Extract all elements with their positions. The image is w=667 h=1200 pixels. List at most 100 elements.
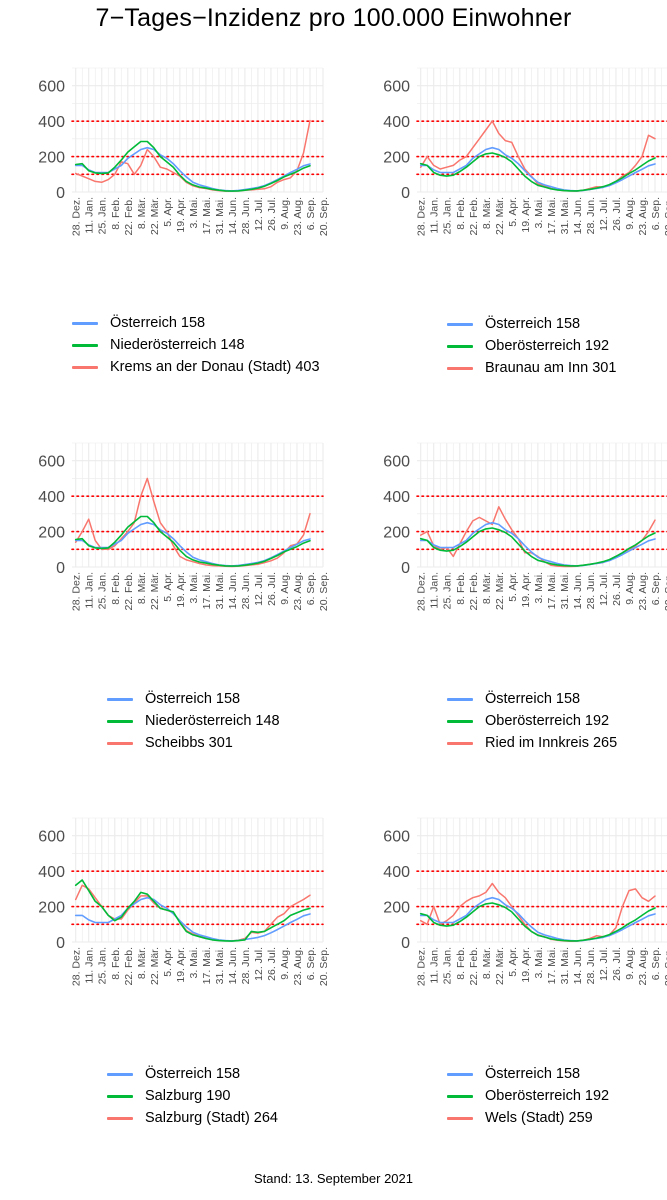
x-tick-label: 31. Mai. <box>559 947 571 984</box>
x-tick-label: 8. Feb. <box>110 572 122 605</box>
x-tick-label: 23. Aug. <box>637 197 649 236</box>
y-tick-label: 400 <box>38 489 65 506</box>
legend-swatch-state <box>447 720 473 723</box>
x-tick-label: 5. Apr. <box>507 947 519 977</box>
x-tick-label: 17. Mai. <box>201 947 213 984</box>
legend-swatch-state <box>447 345 473 348</box>
x-tick-label: 12. Jul. <box>253 197 265 231</box>
x-tick-label: 11. Jan. <box>429 947 441 984</box>
x-tick-label: 25. Jan. <box>442 572 454 609</box>
legend-label: Österreich 158 <box>485 316 581 332</box>
x-tick-label: 14. Jun. <box>572 197 584 234</box>
x-tick-label: 25. Jan. <box>97 197 109 234</box>
x-tick-label: 8. Mär. <box>136 947 148 979</box>
x-tick-label: 17. Mai. <box>546 947 558 984</box>
x-tick-label: 5. Apr. <box>162 947 174 977</box>
legend-label: Österreich 158 <box>145 1066 241 1082</box>
chart-svg: 0 200 400 600 28. Dez. 11. Jan. 25. Jan. 8. Feb… <box>38 817 330 986</box>
x-tick-label: 23. Aug. <box>637 947 649 986</box>
x-tick-label: 28. Dez. <box>71 947 83 986</box>
x-tick-label: 8. Mär. <box>481 947 493 979</box>
legend-swatch-austria <box>72 322 98 325</box>
x-tick-label: 28. Jun. <box>240 947 252 984</box>
x-tick-label: 5. Apr. <box>162 572 174 602</box>
x-tick-label: 3. Mai. <box>188 197 200 229</box>
y-tick-label: 200 <box>383 900 410 917</box>
x-tick-label: 22. Feb. <box>123 197 135 236</box>
x-tick-label: 26. Jul. <box>611 197 623 231</box>
series-line-state <box>419 152 656 192</box>
page-title: 7−Tages−Inzidenz pro 100.000 Einwohner <box>95 4 572 32</box>
x-tick-label: 12. Jul. <box>598 197 610 231</box>
x-tick-label: 28. Dez. <box>416 947 428 986</box>
x-tick-label: 3. Mai. <box>533 197 545 229</box>
legend-swatch-austria <box>447 323 473 326</box>
legend-swatch-state <box>72 344 98 347</box>
y-tick-label: 600 <box>38 829 65 846</box>
legend-label: Niederösterreich 148 <box>145 713 280 729</box>
series-line-austria <box>74 896 311 942</box>
x-tick-label: 8. Feb. <box>455 572 467 605</box>
x-tick-label: 28. Dez. <box>416 197 428 236</box>
x-tick-label: 11. Jan. <box>84 572 96 609</box>
y-tick-label: 0 <box>401 560 410 577</box>
y-tick-label: 200 <box>38 150 65 167</box>
x-tick-label: 22. Mär. <box>494 947 506 985</box>
chart-panel-2: 0 200 400 600 28. Dez. 11. Jan. 25. Jan. 8. Feb… <box>345 66 667 426</box>
x-tick-label: 17. Mai. <box>201 197 213 234</box>
x-tick-label: 22. Feb. <box>123 947 135 986</box>
chart-svg: 0 200 400 600 28. Dez. 11. Jan. 25. Jan. 8. Feb… <box>383 817 667 986</box>
x-tick-label: 22. Mär. <box>149 197 161 235</box>
x-tick-label: 12. Jul. <box>253 572 265 606</box>
x-tick-label: 6. Sep. <box>305 197 317 230</box>
legend-label: Scheibbs 301 <box>145 735 233 751</box>
x-tick-label: 17. Mai. <box>546 572 558 609</box>
y-tick-label: 600 <box>38 454 65 471</box>
legend-swatch-austria <box>107 698 133 701</box>
chart-svg: 0 200 400 600 28. Dez. 11. Jan. 25. Jan. 8. Feb… <box>383 442 667 611</box>
y-tick-label: 0 <box>56 185 65 202</box>
chart-panel-1: 0 200 400 600 28. Dez. 11. Jan. 25. Jan. 8. Feb… <box>0 66 330 426</box>
x-tick-label: 11. Jan. <box>84 197 96 234</box>
x-tick-label: 14. Jun. <box>227 197 239 234</box>
x-tick-label: 14. Jun. <box>227 572 239 609</box>
y-tick-label: 0 <box>56 560 65 577</box>
x-tick-label: 6. Sep. <box>305 572 317 605</box>
legend-swatch-district <box>72 366 98 369</box>
x-tick-label: 20. Sep. <box>318 572 330 611</box>
chart-panel-4: 0 200 400 600 28. Dez. 11. Jan. 25. Jan. 8. Feb… <box>345 441 667 801</box>
x-tick-label: 28. Dez. <box>71 572 83 611</box>
x-tick-label: 22. Feb. <box>468 572 480 611</box>
x-tick-label: 8. Mär. <box>481 572 493 604</box>
legend-swatch-austria <box>447 698 473 701</box>
legend-label: Wels (Stadt) 259 <box>485 1110 593 1126</box>
x-tick-label: 28. Jun. <box>240 197 252 234</box>
y-tick-label: 200 <box>38 525 65 542</box>
x-tick-label: 25. Jan. <box>97 572 109 609</box>
x-tick-label: 25. Jan. <box>442 197 454 234</box>
y-tick-label: 400 <box>38 114 65 131</box>
x-tick-label: 31. Mai. <box>559 572 571 609</box>
legend-label: Österreich 158 <box>485 1066 581 1082</box>
x-tick-label: 26. Jul. <box>266 197 278 231</box>
x-tick-label: 8. Feb. <box>455 947 467 980</box>
legend-label: Niederösterreich 148 <box>110 337 245 353</box>
x-tick-label: 8. Feb. <box>455 197 467 230</box>
x-tick-label: 12. Jul. <box>598 572 610 606</box>
y-tick-label: 200 <box>383 150 410 167</box>
x-tick-label: 5. Apr. <box>162 197 174 227</box>
x-tick-label: 8. Feb. <box>110 197 122 230</box>
x-tick-label: 3. Mai. <box>533 947 545 979</box>
x-tick-label: 17. Mai. <box>546 197 558 234</box>
x-tick-label: 11. Jan. <box>429 572 441 609</box>
x-tick-label: 8. Mär. <box>136 197 148 229</box>
x-tick-label: 11. Jan. <box>84 947 96 984</box>
chart-svg: 0 200 400 600 28. Dez. 11. Jan. 25. Jan. 8. Feb… <box>38 442 330 611</box>
chart-svg: 0 200 400 600 28. Dez. 11. Jan. 25. Jan. 8. Feb… <box>383 67 667 236</box>
series-line-state <box>74 879 311 942</box>
x-tick-label: 6. Sep. <box>305 947 317 980</box>
legend-label: Österreich 158 <box>145 691 241 707</box>
series-line-district <box>74 477 311 568</box>
x-tick-label: 28. Jun. <box>240 572 252 609</box>
series-line-austria <box>419 146 656 192</box>
